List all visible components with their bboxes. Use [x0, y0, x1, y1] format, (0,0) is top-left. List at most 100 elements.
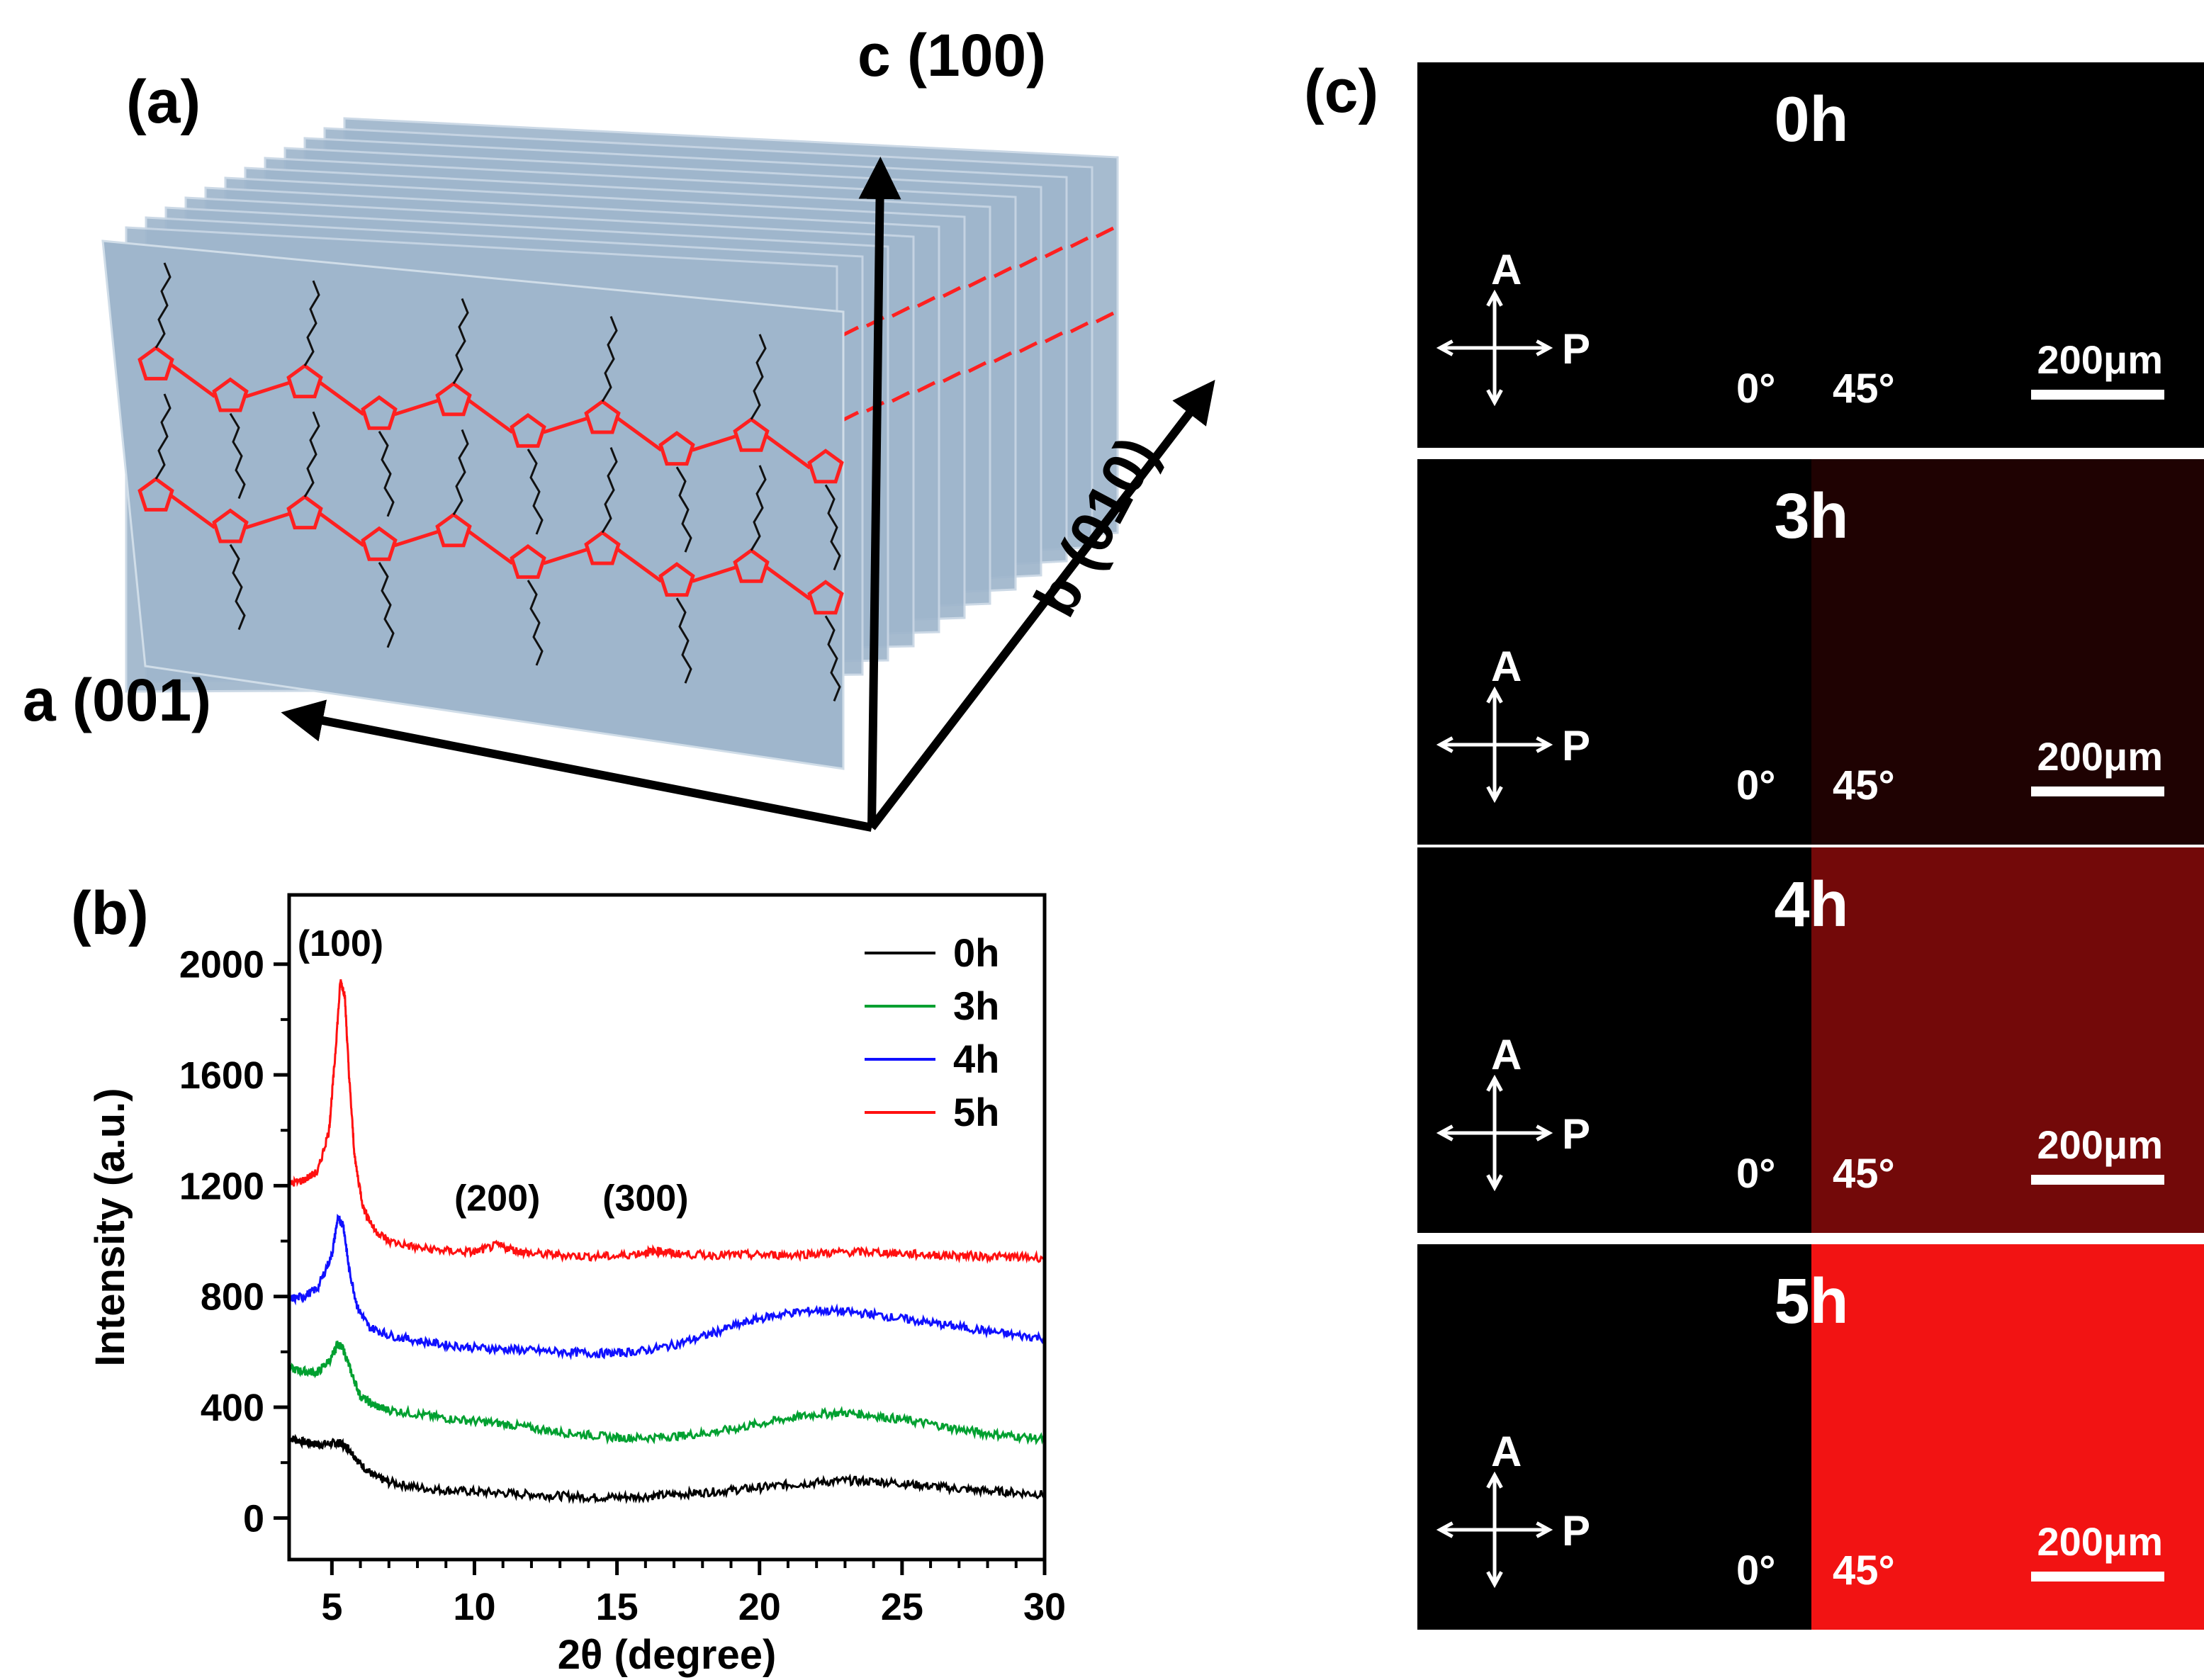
- crossed-arrows-icon: [1436, 1074, 1553, 1192]
- thiophene-ring-icon: [137, 476, 174, 512]
- crossed-arrows-icon: [1436, 686, 1553, 804]
- alkyl-side-chain-icon: [154, 262, 172, 349]
- xrd-ticks: 5 10 15 20 25 30 0 400 800 1200 1600 2000: [179, 944, 1066, 1628]
- backbone-fragment: [916, 380, 936, 393]
- legend: 0h 3h 4h 5h: [865, 930, 999, 1134]
- polarizer-cross: A P: [1434, 642, 1604, 819]
- backbone-fragment: [942, 286, 962, 298]
- thiophene-ring-icon: [658, 562, 695, 597]
- thiophene-ring-icon: [510, 412, 546, 448]
- crossed-arrows-icon: [1436, 289, 1553, 407]
- thiophene-ring-icon: [584, 399, 621, 434]
- alkyl-side-chain-icon: [601, 447, 618, 534]
- backbone-bond: [394, 399, 439, 417]
- angle-45-label: 45°: [1833, 1547, 1895, 1594]
- alkyl-side-chain-icon: [527, 580, 544, 666]
- backbone-fragment: [1018, 341, 1038, 354]
- alkyl-side-chain-icon: [750, 465, 767, 551]
- y-tick-label: 2000: [179, 944, 264, 986]
- backbone-bond: [319, 512, 365, 547]
- backbone-fragment: [1044, 246, 1064, 259]
- pom-image-5h: 5h A P 0° 45° 200μm: [1417, 1244, 2204, 1630]
- backbone-fragment: [1069, 321, 1089, 334]
- alkyl-side-chain-icon: [378, 562, 395, 648]
- polarizer-label: P: [1562, 722, 1591, 769]
- y-tick-label: 0: [243, 1497, 264, 1540]
- backbone-bond: [543, 417, 587, 434]
- alkyl-side-chain-icon: [601, 316, 618, 402]
- crystal-axes: [281, 157, 1215, 832]
- thiophene-ring-icon: [733, 548, 770, 583]
- series-line-5h: [288, 979, 1046, 1264]
- analyzer-label: A: [1491, 643, 1522, 690]
- crossed-arrows-icon: [1436, 1471, 1553, 1589]
- panel-label-a: (a): [126, 68, 201, 136]
- backbone-bond: [765, 565, 811, 601]
- backbone-fragment: [891, 390, 911, 403]
- backbone-fragment: [993, 351, 1013, 363]
- thiophene-ring-icon: [361, 395, 398, 430]
- backbone-bond: [543, 548, 587, 565]
- backbone-fragment: [967, 361, 987, 373]
- thiophene-ring-icon: [807, 449, 844, 484]
- axis-a-arrow: [281, 699, 873, 832]
- angle-0-label: 0°: [1736, 1151, 1776, 1197]
- backbone-bond: [468, 530, 514, 565]
- backbone-fragment: [1095, 311, 1115, 324]
- analyzer-label: A: [1491, 1031, 1522, 1078]
- thiophene-ring-icon: [137, 345, 174, 380]
- axis-b-arrow: [868, 379, 1215, 830]
- alkyl-side-chain-icon: [378, 431, 395, 517]
- backbone-bond: [617, 417, 663, 452]
- thiophene-ring-icon: [286, 363, 323, 399]
- alkyl-side-chain-icon: [824, 484, 841, 570]
- polarizer-cross: A P: [1434, 245, 1604, 422]
- thiophene-ring-icon: [510, 543, 546, 579]
- backbone-bond: [245, 380, 290, 398]
- alkyl-side-chain-icon: [527, 449, 544, 535]
- y-tick-label: 800: [201, 1276, 264, 1319]
- pom-45deg-region: [1811, 847, 2204, 1233]
- polarizer-label: P: [1562, 1507, 1591, 1555]
- thiophene-ring-icon: [361, 526, 398, 561]
- thiophene-ring-icon: [212, 377, 249, 412]
- series-line-4h: [288, 1214, 1045, 1360]
- x-tick-label: 5: [321, 1586, 342, 1628]
- front-sheet-plane: [101, 239, 845, 770]
- alkyl-side-chain-icon: [154, 393, 172, 480]
- backbone-fragment: [891, 305, 911, 318]
- alkyl-side-chain-icon: [675, 597, 692, 684]
- angle-0-label: 0°: [1736, 762, 1776, 808]
- x-axis-title: 2θ (degree): [558, 1632, 777, 1678]
- angle-0-label: 0°: [1736, 366, 1776, 412]
- series-line-3h: [288, 1341, 1046, 1445]
- analyzer-label: A: [1491, 1428, 1522, 1475]
- peak-annotation: (300): [602, 1178, 688, 1219]
- alkyl-side-chain-icon: [452, 298, 469, 385]
- alkyl-side-chain-icon: [303, 280, 320, 366]
- backbone-fragment: [1095, 226, 1115, 239]
- scale-bar-label: 200μm: [2037, 1519, 2164, 1564]
- legend-label: 3h: [953, 983, 999, 1028]
- backbone-fragment: [1018, 256, 1038, 269]
- backbone-bond: [692, 565, 736, 583]
- polarizer-cross: A P: [1434, 1427, 1604, 1604]
- x-tick-label: 15: [596, 1586, 639, 1628]
- panel-label-c: (c): [1304, 57, 1379, 125]
- scale-bar: [2031, 1175, 2164, 1185]
- y-axis-title: Intensity (a.u.): [87, 1088, 133, 1366]
- backbone-bond: [617, 548, 663, 583]
- lamellar-schematic: [101, 117, 1215, 832]
- x-tick-label: 20: [738, 1586, 781, 1628]
- pom-image-4h: 4h A P 0° 45° 200μm: [1417, 847, 2204, 1233]
- pom-45deg-region: [1811, 62, 2204, 448]
- pom-image-3h: 3h A P 0° 45° 200μm: [1417, 459, 2204, 845]
- backbone-fragment: [916, 295, 936, 308]
- thiophene-ring-icon: [658, 431, 695, 466]
- scale-bar-label: 200μm: [2037, 337, 2164, 382]
- pom-45deg-region: [1811, 1244, 2204, 1630]
- legend-label: 4h: [953, 1037, 999, 1081]
- scale-bar: [2031, 1572, 2164, 1582]
- alkyl-side-chain-icon: [229, 543, 246, 631]
- x-tick-label: 25: [881, 1586, 923, 1628]
